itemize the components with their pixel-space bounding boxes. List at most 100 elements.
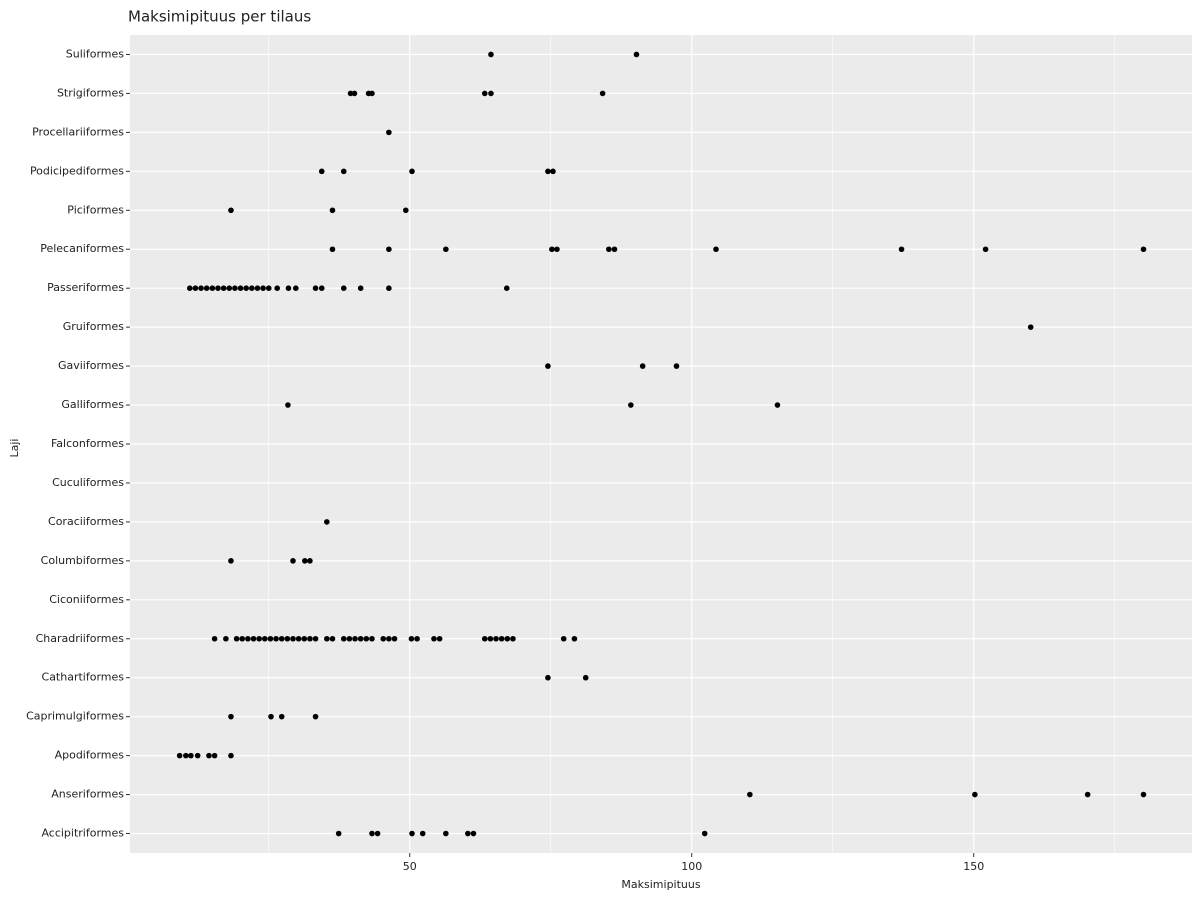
- point: [747, 791, 753, 798]
- point: [1084, 791, 1091, 798]
- point: [436, 635, 443, 642]
- point: [209, 285, 216, 291]
- point: [307, 635, 313, 642]
- y-tick-label: Gruiformes: [63, 320, 124, 333]
- point: [571, 635, 578, 642]
- point: [545, 363, 551, 369]
- point: [228, 713, 234, 720]
- point: [481, 635, 488, 642]
- y-tick-label: Ciconiiformes: [49, 593, 124, 606]
- point: [268, 713, 274, 720]
- point: [188, 752, 194, 759]
- point: [493, 635, 499, 642]
- y-axis-title: Laji: [8, 439, 21, 458]
- point: [606, 246, 612, 253]
- point: [386, 285, 392, 291]
- point: [374, 830, 381, 837]
- point: [443, 830, 449, 837]
- point: [211, 635, 218, 642]
- point: [261, 635, 268, 642]
- point: [183, 752, 189, 759]
- point: [250, 635, 257, 642]
- point: [307, 558, 313, 564]
- point: [639, 363, 646, 369]
- point: [402, 207, 409, 214]
- point: [245, 635, 251, 642]
- point: [233, 635, 240, 642]
- point: [237, 285, 244, 291]
- point: [633, 51, 640, 58]
- point: [340, 168, 347, 175]
- point: [176, 752, 183, 759]
- point: [318, 285, 325, 291]
- chart-title: Maksimipituus per tilaus: [128, 8, 311, 26]
- point: [206, 752, 212, 759]
- point: [431, 635, 437, 642]
- point: [554, 246, 560, 253]
- point: [226, 285, 233, 291]
- point: [346, 635, 353, 642]
- point: [194, 752, 201, 759]
- point: [898, 246, 905, 253]
- y-tick-label: Procellariiformes: [32, 125, 124, 138]
- point: [369, 90, 375, 97]
- point: [1027, 324, 1034, 330]
- point: [488, 90, 494, 97]
- point: [290, 558, 296, 564]
- point: [673, 363, 680, 369]
- y-tick-label: Caprimulgiformes: [26, 710, 124, 723]
- y-tick-label: Strigiformes: [57, 86, 124, 99]
- point: [302, 558, 308, 564]
- point: [504, 635, 511, 642]
- point: [470, 830, 477, 837]
- y-tick-label: Pelecaniformes: [40, 242, 124, 255]
- point: [285, 285, 292, 291]
- point: [203, 285, 210, 291]
- point: [295, 635, 302, 642]
- y-tick-label: Apodiformes: [55, 749, 125, 762]
- y-tick-label: Podicipediformes: [30, 164, 124, 177]
- point: [340, 635, 347, 642]
- y-tick-label: Galliformes: [61, 398, 124, 411]
- point: [560, 635, 567, 642]
- point: [312, 285, 319, 291]
- point: [386, 129, 392, 136]
- point: [408, 635, 415, 642]
- point: [260, 285, 266, 291]
- point: [340, 285, 347, 291]
- point: [409, 830, 415, 837]
- point: [628, 402, 634, 408]
- point: [352, 635, 358, 642]
- y-tick-label: Suliformes: [66, 47, 124, 60]
- point: [414, 635, 420, 642]
- point: [487, 635, 494, 642]
- point: [419, 830, 426, 837]
- point: [278, 635, 285, 642]
- point: [582, 674, 589, 681]
- y-tick-label: Coraciiformes: [48, 515, 124, 528]
- x-tick-label: 150: [963, 860, 984, 873]
- point: [278, 713, 285, 720]
- point: [1140, 791, 1147, 798]
- point: [290, 635, 296, 642]
- y-tick-label: Cuculiformes: [52, 476, 124, 489]
- point: [243, 285, 249, 291]
- x-tick-label: 100: [681, 860, 702, 873]
- y-tick-label: Charadriiformes: [36, 632, 125, 645]
- point: [329, 246, 336, 253]
- point: [301, 635, 308, 642]
- point: [357, 285, 364, 291]
- point: [510, 635, 516, 642]
- point: [324, 635, 330, 642]
- point: [347, 90, 354, 97]
- x-axis-title: Maksimipituus: [621, 878, 700, 891]
- y-tick-label: Gaviiformes: [58, 359, 124, 372]
- point: [351, 90, 358, 97]
- point: [386, 635, 392, 642]
- point: [284, 635, 291, 642]
- point: [357, 635, 364, 642]
- point: [503, 285, 510, 291]
- y-tick-label: Columbiformes: [41, 554, 125, 567]
- point: [239, 635, 246, 642]
